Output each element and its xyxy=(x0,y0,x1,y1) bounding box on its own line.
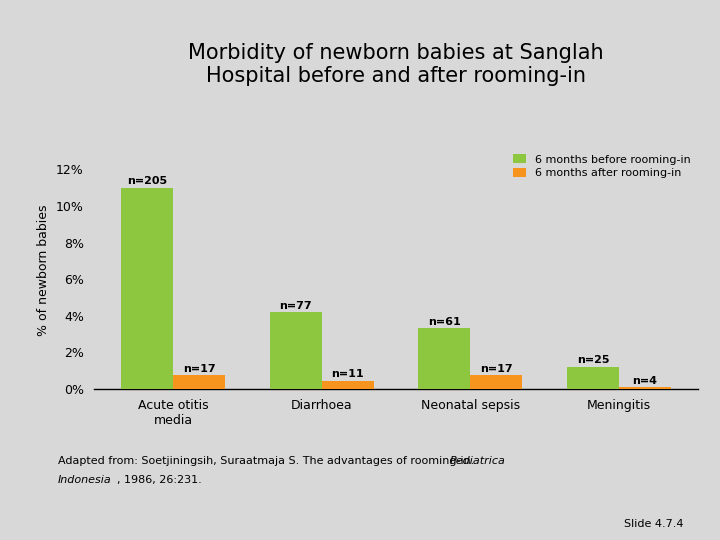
Text: n=4: n=4 xyxy=(632,375,657,386)
Text: Pediatrica: Pediatrica xyxy=(450,456,506,467)
Text: n=17: n=17 xyxy=(183,363,215,374)
Bar xyxy=(322,381,374,389)
Text: Slide 4.7.4: Slide 4.7.4 xyxy=(624,519,684,529)
Y-axis label: % of newborn babies: % of newborn babies xyxy=(37,204,50,336)
Text: Adapted from: Soetjiningsih, Suraatmaja S. The advantages of rooming-in.: Adapted from: Soetjiningsih, Suraatmaja … xyxy=(58,456,477,467)
Text: n=61: n=61 xyxy=(428,317,461,327)
Bar xyxy=(173,375,225,389)
Text: Indonesia: Indonesia xyxy=(58,475,112,485)
Text: n=77: n=77 xyxy=(279,301,312,310)
Bar xyxy=(470,375,522,389)
Bar xyxy=(270,312,322,389)
Text: Morbidity of newborn babies at Sanglah
Hospital before and after rooming-in: Morbidity of newborn babies at Sanglah H… xyxy=(188,43,604,86)
Text: n=17: n=17 xyxy=(480,363,513,374)
Text: n=205: n=205 xyxy=(127,176,167,186)
Bar xyxy=(418,328,470,389)
Text: n=25: n=25 xyxy=(577,355,609,366)
Bar xyxy=(619,387,671,389)
Text: n=11: n=11 xyxy=(331,369,364,379)
Bar xyxy=(567,367,619,389)
Text: , 1986, 26:231.: , 1986, 26:231. xyxy=(117,475,202,485)
Legend: 6 months before rooming-in, 6 months after rooming-in: 6 months before rooming-in, 6 months aft… xyxy=(510,152,693,181)
Bar xyxy=(121,188,173,389)
